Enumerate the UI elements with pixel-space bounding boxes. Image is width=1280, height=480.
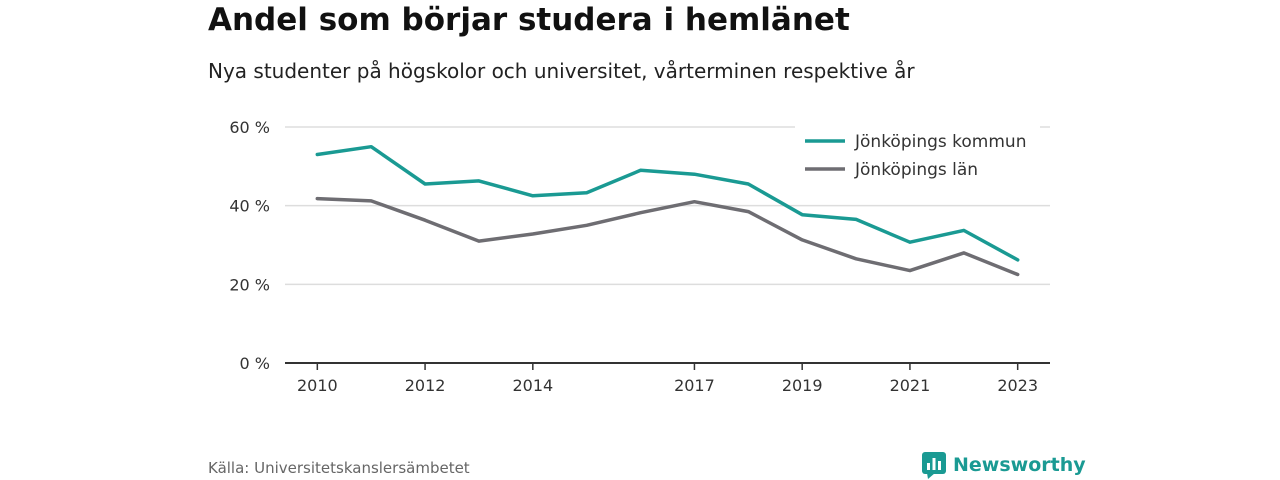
x-axis-ticks	[316, 363, 1019, 370]
y-tick-label: 60 %	[229, 118, 270, 137]
brand-logo[interactable]: Newsworthy	[921, 450, 1086, 480]
y-axis-labels: 0 % 20 % 40 % 60 %	[229, 118, 270, 373]
x-tick-label: 2017	[674, 376, 715, 395]
x-tick-label: 2014	[512, 376, 553, 395]
series-line-1	[315, 144, 1020, 262]
x-tick-label: 2019	[782, 376, 823, 395]
series-line-2	[315, 196, 1020, 277]
chart-subtitle: Nya studenter på högskolor och universit…	[208, 59, 915, 83]
source-note: Källa: Universitetskanslersämbetet	[208, 459, 470, 477]
legend-label: Jönköpings län	[854, 160, 978, 180]
brand-name: Newsworthy	[953, 454, 1086, 476]
y-tick-label: 20 %	[229, 275, 270, 294]
legend: Jönköpings kommun Jönköpings län	[795, 124, 1040, 186]
x-tick-label: 2012	[405, 376, 446, 395]
chart-title: Andel som börjar studera i hemlänet	[208, 2, 850, 38]
y-tick-label: 40 %	[229, 197, 270, 216]
x-tick-label: 2023	[997, 376, 1038, 395]
legend-label: Jönköpings kommun	[854, 132, 1026, 152]
x-tick-label: 2021	[890, 376, 931, 395]
newsworthy-logo-icon	[922, 452, 946, 479]
series-lines	[315, 144, 1020, 277]
y-tick-label: 0 %	[240, 354, 270, 373]
legend-background	[795, 124, 1040, 186]
x-axis-labels: 2010 2012 2014 2017 2019 2021 2023	[297, 376, 1038, 395]
x-tick-label: 2010	[297, 376, 338, 395]
